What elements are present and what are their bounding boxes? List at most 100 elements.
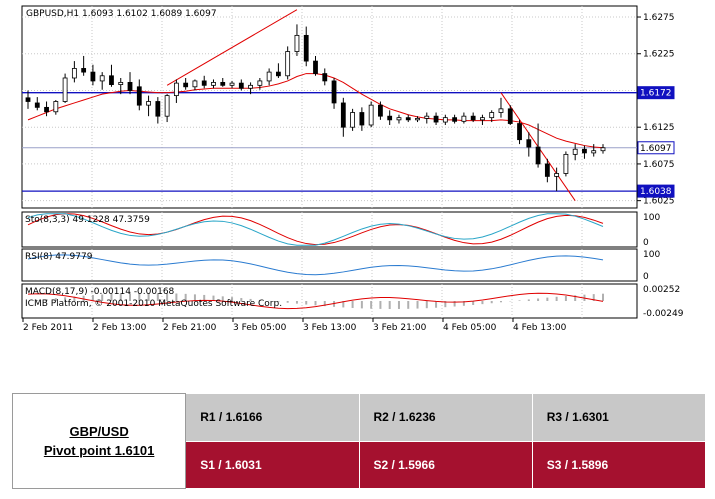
pair-name: GBP/USD — [69, 424, 129, 439]
candle-body — [322, 73, 328, 82]
sub-panel-tick: 0 — [643, 272, 649, 282]
x-tick-label: 2 Feb 13:00 — [93, 323, 147, 333]
candle-body — [544, 163, 550, 177]
pivot-table: GBP/USD Pivot point 1.6101 R1 / 1.6166 R… — [11, 393, 707, 489]
sub-panel-tick: 100 — [643, 250, 660, 260]
candle-body — [146, 101, 151, 106]
stochastic-signal-line — [27, 213, 604, 246]
candle-body — [62, 77, 68, 102]
candle-body — [71, 68, 77, 79]
candle-body — [396, 117, 402, 121]
candle-body — [461, 115, 467, 122]
candle-body — [118, 81, 124, 85]
x-tick-label: 2 Feb 21:00 — [163, 323, 217, 333]
candle-body — [415, 117, 420, 121]
candle-body — [136, 86, 142, 106]
candle-body — [257, 80, 263, 86]
candle-body — [480, 117, 485, 121]
candle-body — [285, 51, 291, 77]
candle-body — [535, 146, 541, 165]
rsi-line — [27, 254, 604, 276]
candle-body — [34, 102, 40, 108]
y-tick-label: 1.6225 — [643, 50, 675, 60]
sub-panel-tick: 100 — [643, 213, 660, 223]
candle-body — [53, 101, 59, 113]
candle-body — [470, 115, 476, 121]
level-badge — [637, 86, 675, 100]
candle-body — [554, 173, 560, 177]
symbol-header: GBPUSD,H1 1.6093 1.6102 1.6089 1.6097 — [26, 9, 217, 19]
sub-panel-tick: -0.00249 — [643, 309, 684, 319]
candle-body — [220, 81, 226, 86]
y-tick-label: 1.6275 — [643, 13, 675, 23]
candle-body — [238, 82, 244, 89]
candle-body — [192, 80, 198, 88]
x-tick-label: 3 Feb 13:00 — [303, 323, 357, 333]
candle-body — [572, 148, 578, 155]
candle-body — [340, 102, 346, 128]
candle-body — [313, 60, 318, 74]
y-tick-label: 1.6125 — [643, 123, 675, 133]
candle-body — [276, 71, 281, 77]
candle-body — [173, 82, 179, 97]
candle-body — [183, 82, 189, 88]
macd-signal-line — [27, 292, 604, 310]
level-label: 1.6038 — [640, 187, 672, 197]
candle-body — [294, 34, 300, 52]
candle-body — [378, 104, 383, 117]
candle-body — [248, 84, 253, 89]
x-tick-label: 4 Feb 05:00 — [443, 323, 497, 333]
candle-body — [442, 117, 448, 123]
x-tick-label: 3 Feb 05:00 — [233, 323, 287, 333]
candle-body — [229, 82, 235, 86]
candle-body — [507, 108, 513, 124]
candle-body — [155, 101, 161, 117]
candle-body — [211, 81, 216, 86]
candle-body — [563, 153, 569, 174]
pair-cell: GBP/USD Pivot point 1.6101 — [11, 393, 187, 489]
x-tick-label: 4 Feb 13:00 — [513, 323, 567, 333]
candle-body — [109, 75, 114, 85]
candle-body — [387, 115, 393, 121]
candle-body — [359, 112, 365, 126]
candle-body — [303, 34, 309, 62]
r1-cell: R1 / 1.6166 — [185, 393, 360, 442]
pivot-point: Pivot point 1.6101 — [43, 443, 155, 458]
candle-body — [600, 147, 606, 152]
candle-body — [164, 95, 170, 117]
level-badge — [637, 141, 675, 155]
candle-body — [81, 68, 87, 73]
s3-cell: S3 / 1.5896 — [531, 440, 707, 489]
candle-body — [582, 148, 587, 154]
candle-body — [405, 117, 411, 121]
candle-body — [591, 150, 597, 154]
sub-panel-2 — [21, 283, 638, 319]
candle-body — [350, 112, 355, 128]
candle-body — [489, 112, 495, 119]
sub-panel-label: RSI(8) 47.9779 — [25, 252, 93, 262]
r3-cell: R3 / 1.6301 — [531, 393, 707, 442]
level-badge — [637, 184, 675, 198]
main-panel — [21, 5, 638, 209]
candle-body — [498, 108, 504, 113]
level-label: 1.6097 — [640, 144, 672, 154]
candle-body — [433, 115, 439, 123]
candle-body — [44, 106, 49, 113]
candle-body — [452, 117, 458, 122]
candle-body — [90, 71, 96, 82]
candle-body — [517, 123, 522, 141]
x-tick-label: 2 Feb 2011 — [23, 323, 73, 333]
candle-body — [424, 115, 430, 119]
candle-body — [25, 97, 31, 102]
candle-body — [201, 80, 207, 86]
candlestick-chart: 1.62751.62251.61751.61251.60751.60251.61… — [21, 5, 684, 333]
s1-cell: S1 / 1.6031 — [185, 440, 360, 489]
sub-panel-1 — [21, 248, 638, 282]
candle-body — [266, 71, 272, 82]
y-tick-label: 1.6025 — [643, 197, 675, 207]
s2-cell: S2 / 1.5966 — [358, 440, 533, 489]
trend-line — [166, 9, 298, 86]
x-tick-label: 3 Feb 21:00 — [373, 323, 427, 333]
stochastic-main-line — [27, 213, 604, 246]
candle-body — [331, 80, 337, 104]
